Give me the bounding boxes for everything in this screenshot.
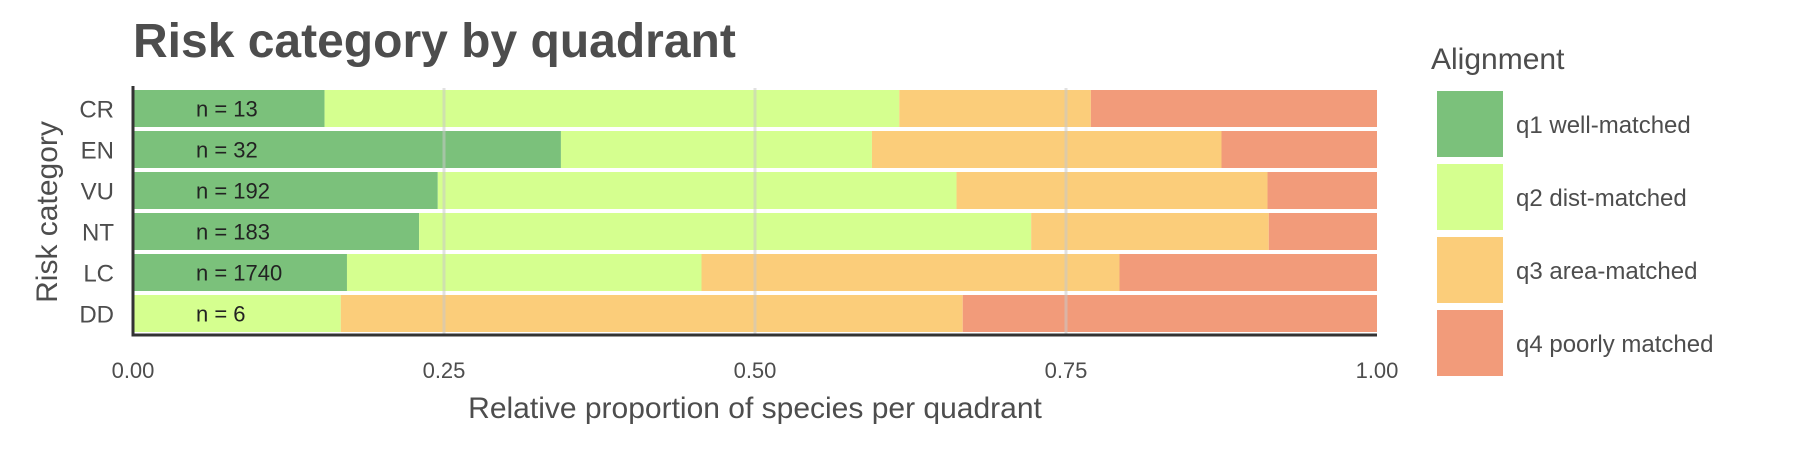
y-category-label-dd: DD — [79, 302, 114, 329]
bar-en-q4 — [1221, 131, 1377, 168]
bar-lc-q3 — [701, 254, 1120, 291]
bar-nt-q1 — [133, 213, 420, 250]
gridlines — [442, 88, 1068, 334]
bar-nt-q2 — [419, 213, 1032, 250]
axes — [131, 86, 1377, 337]
bar-cr-q4 — [1090, 90, 1377, 127]
n-label-dd: n = 6 — [196, 302, 246, 327]
x-tick-label: 0.25 — [423, 358, 466, 383]
legend-label-q2: q2 dist-matched — [1516, 185, 1687, 212]
legend-label-q1: q1 well-matched — [1516, 112, 1691, 139]
y-category-label-lc: LC — [83, 261, 114, 288]
bar-lc-q2 — [346, 254, 702, 291]
n-label-vu: n = 192 — [196, 179, 270, 204]
bar-cr-q3 — [899, 90, 1091, 127]
y-category-label-cr: CR — [79, 97, 114, 124]
bar-lc-q4 — [1119, 254, 1377, 291]
legend-swatch-q3 — [1437, 237, 1503, 303]
y-category-labels: CR EN VU NT LC DD — [79, 97, 114, 329]
bar-dd-q4 — [962, 295, 1377, 332]
bar-vu-q4 — [1267, 172, 1377, 209]
bar-cr-q2 — [324, 90, 900, 127]
bar-en-q1 — [133, 131, 561, 168]
bar-cr-q1 — [133, 90, 325, 127]
bar-dd-q2 — [133, 295, 341, 332]
x-tick-labels: 0.00 0.25 0.50 0.75 1.00 — [112, 358, 1399, 383]
bar-vu-q1 — [133, 172, 438, 209]
legend-swatch-q2 — [1437, 164, 1503, 230]
bar-en-q3 — [871, 131, 1222, 168]
chart-title: Risk category by quadrant — [133, 15, 736, 68]
y-axis-title: Risk category — [31, 121, 64, 303]
bar-nt-q4 — [1268, 213, 1377, 250]
legend-label-q4: q4 poorly matched — [1516, 331, 1713, 358]
y-category-label-nt: NT — [82, 220, 114, 247]
y-category-label-en: EN — [81, 138, 114, 165]
n-label-lc: n = 1740 — [196, 261, 282, 286]
sample-size-labels: n = 13 n = 32 n = 192 n = 183 n = 1740 n = 6 — [196, 97, 282, 327]
x-tick-label: 0.00 — [112, 358, 155, 383]
bar-vu-q3 — [956, 172, 1268, 209]
n-label-en: n = 32 — [196, 138, 258, 163]
n-label-cr: n = 13 — [196, 97, 258, 122]
x-tick-label: 0.75 — [1045, 358, 1088, 383]
legend-swatch-q1 — [1437, 91, 1503, 157]
legend-swatch-q4 — [1437, 310, 1503, 376]
bar-dd-q3 — [340, 295, 963, 332]
bar-en-q2 — [560, 131, 872, 168]
x-axis-title: Relative proportion of species per quadr… — [468, 392, 1042, 425]
x-tick-label: 1.00 — [1356, 358, 1399, 383]
x-tick-label: 0.50 — [734, 358, 777, 383]
legend-label-q3: q3 area-matched — [1516, 258, 1697, 285]
bars — [133, 90, 1377, 332]
legend: Alignment q1 well-matched q2 dist-matched… — [1431, 43, 1713, 376]
bar-vu-q2 — [437, 172, 957, 209]
legend-title: Alignment — [1431, 43, 1565, 76]
bar-lc-q1 — [133, 254, 347, 291]
n-label-nt: n = 183 — [196, 220, 270, 245]
y-category-label-vu: VU — [81, 179, 114, 206]
bar-nt-q3 — [1031, 213, 1269, 250]
